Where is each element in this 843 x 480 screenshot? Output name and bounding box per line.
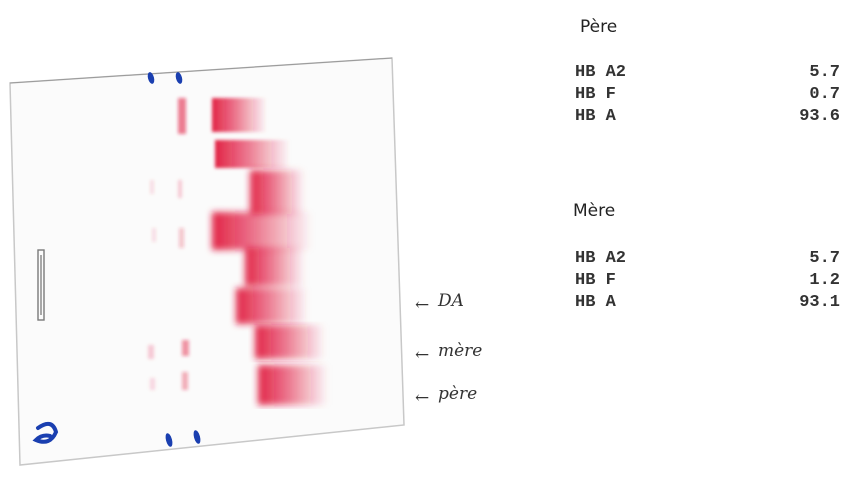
hb-name: HB F: [575, 271, 616, 290]
lane-top-bands: [212, 98, 290, 168]
mere-results-table: HB A2 5.7 HB F 1.2 HB A 93.1: [575, 248, 840, 314]
annotation-DA: ← DA: [415, 291, 464, 315]
electrophoresis-gel-figure: ← DA ← mère ← père: [9, 57, 482, 466]
annotation-pere: ← père: [415, 384, 477, 408]
gel-sheet: [9, 57, 405, 466]
table-row: HB A 93.1: [575, 292, 840, 314]
svg-text:←: ←: [415, 295, 429, 315]
annotation-mere: ← mère: [415, 341, 482, 365]
svg-text:mère: mère: [438, 341, 482, 361]
blue-marker-dots: [147, 72, 201, 447]
pere-title: Père: [580, 17, 618, 37]
hb-name: HB F: [575, 85, 616, 104]
hb-value: 93.1: [799, 293, 840, 312]
mere-title: Mère: [573, 201, 616, 221]
marker-dot: [175, 72, 183, 84]
hb-name: HB A: [575, 293, 616, 312]
blue-scribble-mark: [32, 421, 59, 444]
hb-value: 5.7: [809, 63, 840, 82]
svg-text:←: ←: [415, 345, 429, 365]
pere-results-table: HB A2 5.7 HB F 0.7 HB A 93.6: [575, 62, 840, 128]
lane-pere: [258, 365, 328, 405]
lane-DA: [212, 170, 312, 324]
marker-dot: [147, 72, 155, 84]
table-row: HB A 93.6: [575, 106, 840, 128]
hb-name: HB A2: [575, 63, 627, 82]
hb-value: 93.6: [799, 107, 840, 126]
marker-dot: [193, 430, 201, 444]
lane-mere: [255, 325, 325, 359]
table-row: HB F 1.2: [575, 270, 840, 292]
table-row: HB A2 5.7: [575, 62, 840, 84]
gel-holder-clip: [37, 249, 45, 321]
svg-text:père: père: [438, 384, 477, 404]
gel-lanes-main: [212, 98, 328, 405]
svg-text:DA: DA: [437, 291, 464, 311]
hb-name: HB A2: [575, 249, 627, 268]
table-row: HB A2 5.7: [575, 248, 840, 270]
table-row: HB F 0.7: [575, 84, 840, 106]
hb-value: 0.7: [809, 85, 840, 104]
marker-dot: [165, 433, 173, 447]
hb-value: 5.7: [809, 249, 840, 268]
svg-text:←: ←: [415, 388, 429, 408]
gel-lanes-faint: [148, 98, 189, 390]
hb-value: 1.2: [809, 271, 840, 290]
hb-name: HB A: [575, 107, 616, 126]
